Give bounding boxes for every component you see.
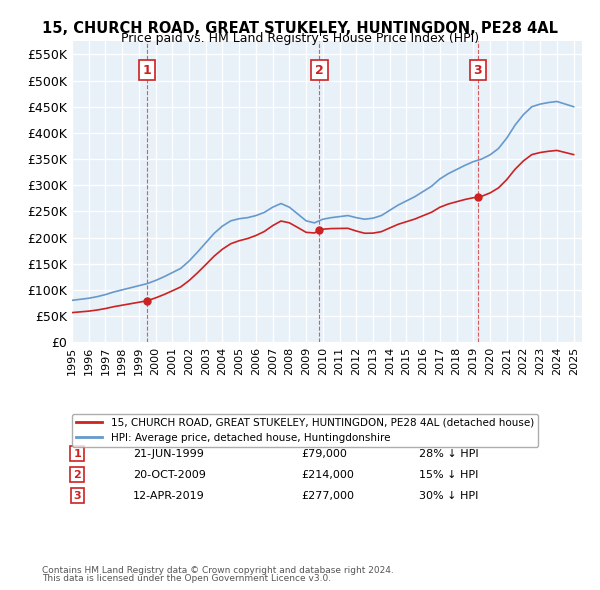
Text: This data is licensed under the Open Government Licence v3.0.: This data is licensed under the Open Gov… bbox=[42, 574, 331, 583]
Text: £214,000: £214,000 bbox=[302, 470, 355, 480]
Text: Contains HM Land Registry data © Crown copyright and database right 2024.: Contains HM Land Registry data © Crown c… bbox=[42, 566, 394, 575]
Text: 30% ↓ HPI: 30% ↓ HPI bbox=[419, 491, 478, 501]
Text: 2: 2 bbox=[73, 470, 81, 480]
Text: 3: 3 bbox=[473, 64, 482, 77]
Text: 21-JUN-1999: 21-JUN-1999 bbox=[133, 448, 204, 458]
Text: £277,000: £277,000 bbox=[302, 491, 355, 501]
Text: Price paid vs. HM Land Registry's House Price Index (HPI): Price paid vs. HM Land Registry's House … bbox=[121, 32, 479, 45]
Text: £79,000: £79,000 bbox=[302, 448, 347, 458]
Text: 20-OCT-2009: 20-OCT-2009 bbox=[133, 470, 206, 480]
Text: 3: 3 bbox=[73, 491, 81, 501]
Text: 28% ↓ HPI: 28% ↓ HPI bbox=[419, 448, 478, 458]
Text: 1: 1 bbox=[73, 448, 81, 458]
Text: 15, CHURCH ROAD, GREAT STUKELEY, HUNTINGDON, PE28 4AL: 15, CHURCH ROAD, GREAT STUKELEY, HUNTING… bbox=[42, 21, 558, 35]
Text: 15% ↓ HPI: 15% ↓ HPI bbox=[419, 470, 478, 480]
Text: 2: 2 bbox=[315, 64, 324, 77]
Text: 1: 1 bbox=[142, 64, 151, 77]
Text: 12-APR-2019: 12-APR-2019 bbox=[133, 491, 205, 501]
Legend: 15, CHURCH ROAD, GREAT STUKELEY, HUNTINGDON, PE28 4AL (detached house), HPI: Ave: 15, CHURCH ROAD, GREAT STUKELEY, HUNTING… bbox=[72, 414, 538, 447]
